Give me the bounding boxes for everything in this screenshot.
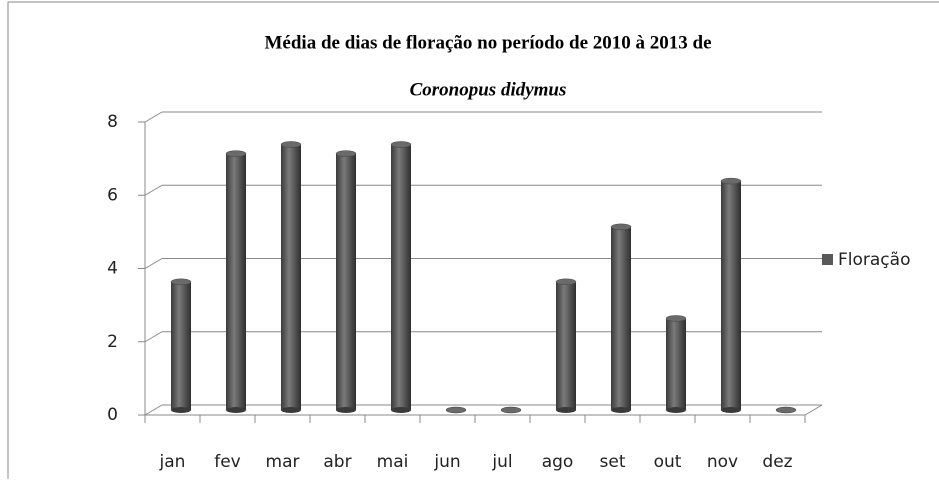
- grid-line-side: [144, 258, 163, 269]
- bar-base: [171, 407, 191, 413]
- bar-base: [391, 407, 411, 413]
- x-tick-label: ago: [542, 452, 574, 472]
- bar-base: [336, 407, 356, 413]
- x-tick-label: set: [600, 452, 626, 472]
- x-tick-label: out: [654, 452, 682, 472]
- bar-base: [556, 407, 576, 413]
- x-tick-label: nov: [707, 452, 738, 472]
- x-tick-label: dez: [762, 452, 792, 472]
- bar: [281, 144, 301, 410]
- chart-title: Média de dias de floração no período de …: [264, 32, 711, 53]
- legend-label: Floração: [838, 250, 910, 270]
- bar: [391, 144, 411, 410]
- chart-subtitle: Coronopus didymus: [410, 79, 567, 100]
- bar-cap: [720, 177, 742, 185]
- grid-line-side: [144, 111, 163, 123]
- bar-cap: [170, 278, 192, 286]
- bar: [721, 181, 741, 410]
- plot: [144, 122, 823, 416]
- bar-cap: [775, 406, 797, 414]
- bar-cap: [500, 406, 522, 414]
- bar: [556, 281, 576, 410]
- bar-cap: [335, 150, 357, 157]
- bar: [336, 153, 356, 410]
- bar-cap: [390, 141, 412, 148]
- bar: [666, 318, 686, 410]
- grid-line-side: [144, 331, 163, 343]
- y-tick-label: 6: [107, 185, 118, 205]
- y-tick-label: 4: [107, 259, 118, 279]
- bar: [611, 226, 631, 410]
- bar-cap: [225, 150, 247, 157]
- bar-base: [666, 407, 686, 413]
- bar-base: [281, 407, 301, 413]
- x-tick-label: abr: [323, 452, 351, 472]
- bar-cap: [555, 278, 577, 286]
- x-tick-label: mai: [377, 452, 409, 472]
- bar-cap: [445, 406, 467, 414]
- x-tick-label: mar: [266, 452, 300, 472]
- bar-cap: [280, 141, 302, 148]
- bar: [226, 153, 246, 410]
- bar: [171, 281, 191, 410]
- x-tick-label: jun: [433, 452, 460, 472]
- y-tick-label: 0: [107, 405, 118, 425]
- bar-base: [226, 407, 246, 413]
- chart-frame: [7, 1, 939, 483]
- x-tick-label: fev: [214, 452, 241, 472]
- bar-base: [721, 407, 741, 413]
- x-tick-label: jul: [491, 452, 512, 472]
- legend-swatch: [822, 254, 833, 265]
- bar-cap: [665, 315, 687, 322]
- grid-line-side: [144, 184, 163, 196]
- y-tick-label: 8: [107, 112, 118, 132]
- grid-line-side: [144, 404, 163, 416]
- floor-edge: [804, 404, 823, 416]
- bar-cap: [610, 223, 632, 231]
- x-tick-label: jan: [159, 452, 186, 472]
- bar-base: [611, 407, 631, 413]
- y-tick-label: 2: [107, 332, 118, 352]
